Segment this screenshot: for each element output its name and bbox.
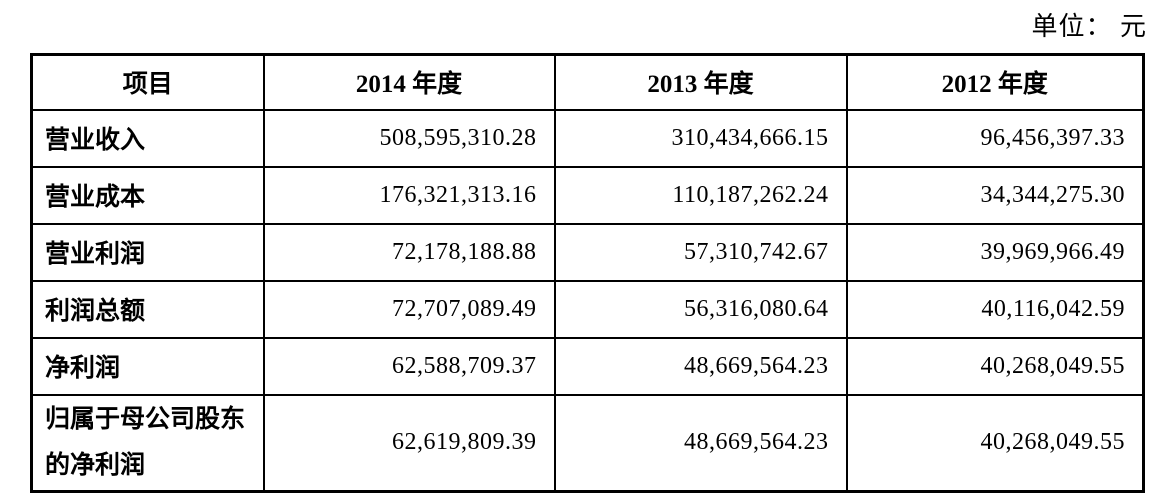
cell-value: 48,669,564.23	[553, 336, 848, 396]
table-row-operating-profit: 营业利润 72,178,188.88 57,310,742.67 39,969,…	[30, 222, 1145, 282]
cell-value: 34,344,275.30	[845, 165, 1145, 225]
cell-value: 57,310,742.67	[553, 222, 848, 282]
cell-value: 48,669,564.23	[553, 393, 848, 493]
cell-value: 39,969,966.49	[845, 222, 1145, 282]
row-label: 归属于母公司股东的净利润	[30, 393, 265, 493]
financial-summary-table: 项目 2014 年度 2013 年度 2012 年度 营业收入 508,595,…	[30, 53, 1145, 493]
cell-value: 40,116,042.59	[845, 279, 1145, 339]
table-row-net-profit: 净利润 62,588,709.37 48,669,564.23 40,268,0…	[30, 336, 1145, 396]
table-row-operating-revenue: 营业收入 508,595,310.28 310,434,666.15 96,45…	[30, 108, 1145, 168]
row-label: 营业利润	[30, 222, 265, 282]
row-label: 利润总额	[30, 279, 265, 339]
cell-value: 62,619,809.39	[262, 393, 556, 493]
cell-value: 176,321,313.16	[262, 165, 556, 225]
unit-label: 单位： 元	[1031, 12, 1147, 41]
cell-value: 110,187,262.24	[553, 165, 848, 225]
column-header-year-2013: 2013 年度	[553, 53, 848, 111]
cell-value: 40,268,049.55	[845, 393, 1145, 493]
row-label: 营业成本	[30, 165, 265, 225]
table-row-net-profit-attributable-to-parent: 归属于母公司股东的净利润 62,619,809.39 48,669,564.23…	[30, 393, 1145, 493]
cell-value: 96,456,397.33	[845, 108, 1145, 168]
cell-value: 62,588,709.37	[262, 336, 556, 396]
cell-value: 40,268,049.55	[845, 336, 1145, 396]
column-header-year-2012: 2012 年度	[845, 53, 1145, 111]
row-label: 营业收入	[30, 108, 265, 168]
table-row-operating-cost: 营业成本 176,321,313.16 110,187,262.24 34,34…	[30, 165, 1145, 225]
table-header-row: 项目 2014 年度 2013 年度 2012 年度	[30, 53, 1145, 111]
table-row-total-profit: 利润总额 72,707,089.49 56,316,080.64 40,116,…	[30, 279, 1145, 339]
cell-value: 508,595,310.28	[262, 108, 556, 168]
row-label: 净利润	[30, 336, 265, 396]
column-header-year-2014: 2014 年度	[262, 53, 556, 111]
cell-value: 56,316,080.64	[553, 279, 848, 339]
cell-value: 72,707,089.49	[262, 279, 556, 339]
cell-value: 72,178,188.88	[262, 222, 556, 282]
column-header-item: 项目	[30, 53, 265, 111]
cell-value: 310,434,666.15	[553, 108, 848, 168]
